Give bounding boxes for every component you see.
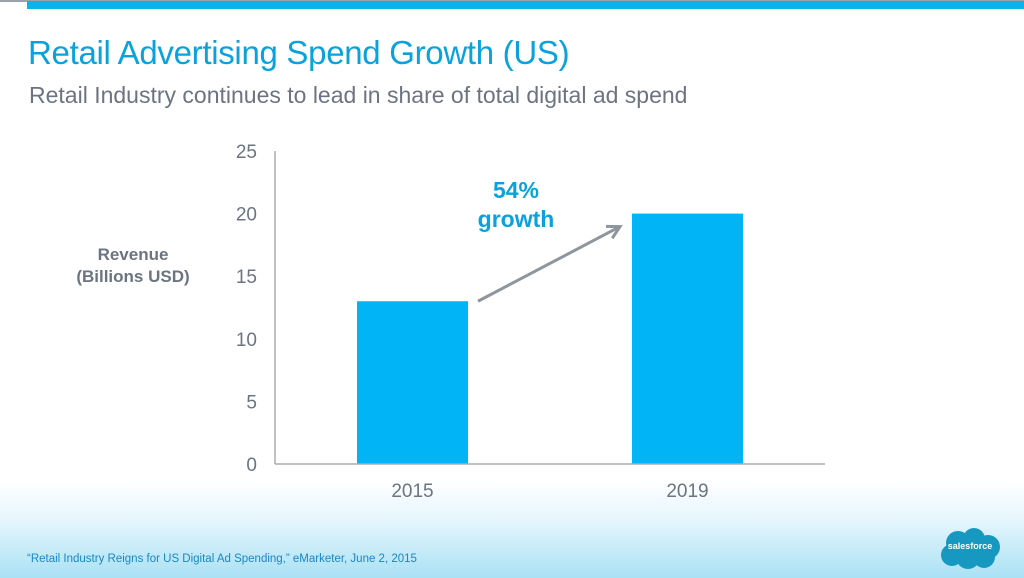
bar-2015 — [357, 301, 468, 464]
growth-arrow — [477, 224, 623, 303]
x-tick-label: 2015 — [391, 481, 433, 502]
y-tick-label: 5 — [246, 392, 257, 413]
salesforce-logo: salesforce — [938, 527, 1002, 571]
x-tick-label: 2019 — [666, 481, 708, 502]
bar-2019 — [632, 213, 743, 464]
bars — [357, 213, 743, 464]
top-accent-bar — [27, 1, 1024, 9]
y-axis-label: Revenue (Billions USD) — [60, 244, 206, 288]
logo-text: salesforce — [947, 541, 993, 551]
y-tick-label: 10 — [236, 330, 257, 351]
y-tick-label: 0 — [246, 455, 257, 476]
y-tick-labels: 0 5 10 15 20 25 — [236, 142, 257, 476]
arrow-head-icon — [605, 224, 623, 240]
y-tick-label: 20 — [236, 205, 257, 226]
cloud-icon — [941, 528, 1000, 569]
slide-subtitle: Retail Industry continues to lead in sha… — [29, 82, 688, 108]
y-tick-label: 25 — [236, 142, 257, 163]
slide-title: Retail Advertising Spend Growth (US) — [28, 34, 570, 71]
y-tick-label: 15 — [236, 267, 257, 288]
arrow-line — [477, 225, 621, 303]
source-footnote: “Retail Industry Reigns for US Digital A… — [27, 553, 417, 565]
x-tick-labels: 2015 2019 — [391, 481, 708, 502]
y-axis-label-line-1: Revenue — [97, 245, 169, 264]
growth-annotation: 54% growth — [456, 176, 576, 234]
growth-percent: 54% — [492, 177, 540, 203]
y-axis-label-line-2: (Billions USD) — [76, 267, 190, 286]
growth-word: growth — [477, 206, 555, 232]
